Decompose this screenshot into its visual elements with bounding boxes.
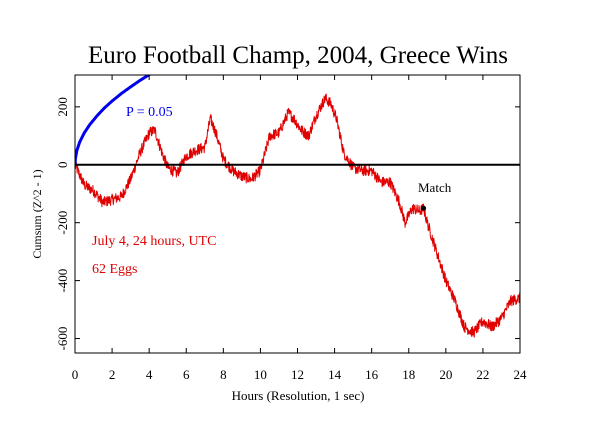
cumsum-series-line bbox=[75, 93, 520, 338]
p-value-label: P = 0.05 bbox=[126, 105, 173, 120]
chart-title: Euro Football Champ, 2004, Greece Wins bbox=[88, 42, 508, 69]
x-tick-label: 8 bbox=[220, 367, 227, 382]
y-tick-label: 0 bbox=[55, 162, 70, 169]
x-tick-label: 14 bbox=[328, 367, 342, 382]
x-tick-label: 2 bbox=[109, 367, 116, 382]
x-tick-label: 12 bbox=[291, 367, 304, 382]
series-layer bbox=[75, 75, 520, 338]
x-tick-label: 16 bbox=[365, 367, 379, 382]
x-tick-label: 18 bbox=[402, 367, 415, 382]
x-tick-label: 24 bbox=[514, 367, 528, 382]
info-line-2: 62 Eggs bbox=[92, 262, 138, 277]
y-tick-label: -600 bbox=[55, 327, 70, 351]
x-tick-label: 20 bbox=[439, 367, 452, 382]
match-marker bbox=[421, 205, 427, 211]
x-tick-label: 22 bbox=[476, 367, 489, 382]
x-axis-label: Hours (Resolution, 1 sec) bbox=[232, 388, 365, 403]
y-tick-label: 200 bbox=[55, 97, 70, 117]
x-tick-label: 0 bbox=[72, 367, 79, 382]
match-label: Match bbox=[418, 180, 452, 195]
y-tick-label: -400 bbox=[55, 269, 70, 293]
y-tick-label: -200 bbox=[55, 211, 70, 235]
x-tick-label: 4 bbox=[146, 367, 153, 382]
y-axis: -600 -400 -200 0 200 bbox=[55, 97, 520, 350]
x-axis: 0 2 4 6 8 10 12 14 16 18 20 22 24 bbox=[72, 75, 527, 382]
y-axis-label: Cumsum (Z^2 - 1) bbox=[30, 169, 44, 258]
info-line-1: July 4, 24 hours, UTC bbox=[92, 234, 216, 249]
x-tick-label: 10 bbox=[254, 367, 267, 382]
x-tick-label: 6 bbox=[183, 367, 190, 382]
p-value-envelope-line bbox=[75, 75, 152, 166]
